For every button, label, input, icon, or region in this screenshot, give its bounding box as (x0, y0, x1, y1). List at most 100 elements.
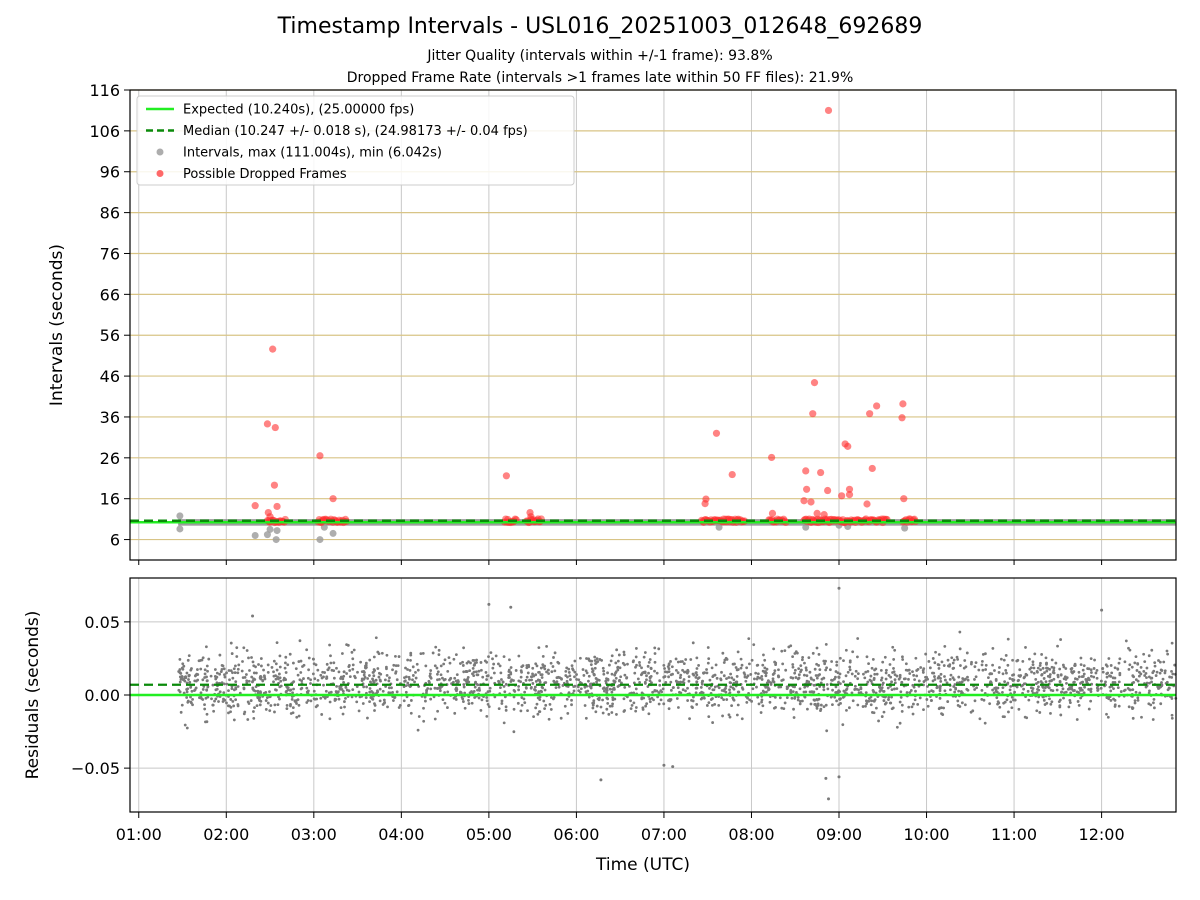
residual-point (567, 667, 571, 671)
residual-point (397, 655, 401, 658)
residual-point (545, 694, 549, 698)
residual-point (477, 696, 481, 700)
residual-point (958, 681, 962, 684)
residual-point (1061, 663, 1065, 667)
y-tick-label: 86 (100, 204, 120, 223)
residual-point (1075, 718, 1079, 721)
residual-point (938, 687, 942, 691)
residual-point (937, 667, 941, 670)
residual-point (275, 668, 279, 672)
residual-point (952, 685, 956, 688)
residual-point (408, 677, 411, 681)
residual-point (436, 672, 439, 676)
dropped-frame-point (510, 517, 518, 525)
residual-point (537, 710, 541, 714)
dropped-frame-point (738, 517, 747, 525)
residual-point (538, 698, 542, 702)
dropped-frame-point (877, 517, 885, 525)
residual-point (791, 685, 795, 689)
residual-point (938, 692, 942, 696)
residual-point (1109, 674, 1113, 678)
residual-point (211, 703, 215, 707)
dropped-frame-point (902, 516, 910, 524)
residual-point (387, 691, 391, 695)
residual-point (596, 678, 599, 682)
residual-point (413, 680, 416, 684)
residual-point (552, 679, 556, 683)
residual-point (559, 716, 563, 720)
dropped-frame-point (324, 517, 332, 525)
residual-point (935, 695, 938, 698)
residual-point (933, 661, 937, 665)
residual-point (589, 685, 593, 689)
residual-point (299, 692, 303, 696)
dropped-frame-point (705, 517, 713, 525)
residual-point (873, 668, 876, 672)
interval-point (835, 521, 843, 529)
residual-point (713, 685, 717, 689)
dropped-frame-point (810, 518, 819, 526)
residual-point (471, 666, 475, 670)
residual-point (1080, 675, 1084, 679)
residual-point (279, 692, 283, 696)
residual-point (791, 665, 795, 669)
dropped-frame-point (906, 515, 914, 523)
residual-point (817, 692, 821, 696)
residual-point (1128, 688, 1132, 692)
residual-point (803, 683, 806, 686)
legend-swatch-dot (156, 148, 164, 156)
residual-point (706, 661, 710, 665)
residual-point (404, 690, 408, 694)
residual-point (232, 718, 236, 722)
residual-point (1123, 660, 1127, 664)
residual-point (191, 703, 194, 707)
residual-point (623, 673, 627, 677)
residual-point (701, 679, 704, 683)
residual-point (504, 693, 508, 697)
residual-point (291, 681, 294, 685)
residual-point (822, 688, 826, 692)
residual-point (1024, 672, 1028, 676)
residual-point (283, 666, 287, 670)
residual-point (677, 706, 680, 709)
residual-point (285, 689, 288, 693)
residual-point (1089, 687, 1093, 691)
residual-point (249, 699, 253, 702)
residual-point (1168, 695, 1172, 698)
dropped-frame-point (813, 509, 821, 518)
residual-point (222, 667, 226, 671)
residual-point (246, 718, 250, 721)
residual-point (314, 693, 318, 697)
residual-point (876, 695, 880, 698)
residual-point (507, 670, 511, 673)
residual-point (695, 683, 698, 687)
residual-point (332, 669, 336, 673)
residual-point (1049, 711, 1052, 715)
residual-point (291, 706, 295, 709)
residual-point (865, 655, 869, 659)
residual-point (1160, 683, 1164, 687)
dropped-frame-point (901, 517, 909, 525)
residual-point (235, 655, 239, 658)
residual-point (628, 692, 632, 696)
residual-point (362, 685, 366, 689)
residual-point (1059, 713, 1063, 717)
dropped-frame-point (802, 467, 810, 475)
dropped-frame-point (731, 515, 739, 523)
residual-point (254, 689, 257, 693)
residual-point (942, 664, 946, 667)
residual-point (756, 695, 760, 699)
residual-point (720, 689, 724, 692)
residual-point (338, 687, 342, 691)
dropped-frame-point (531, 518, 539, 526)
residual-point (1036, 666, 1040, 670)
residual-point (657, 702, 661, 706)
y-tick-label: 16 (100, 490, 120, 509)
residual-point (655, 671, 659, 675)
residual-point (937, 653, 941, 656)
residual-point (959, 664, 962, 667)
residual-point (857, 688, 860, 692)
residual-point (963, 659, 967, 662)
dropped-frame-point (812, 518, 821, 526)
residual-point (958, 647, 962, 651)
